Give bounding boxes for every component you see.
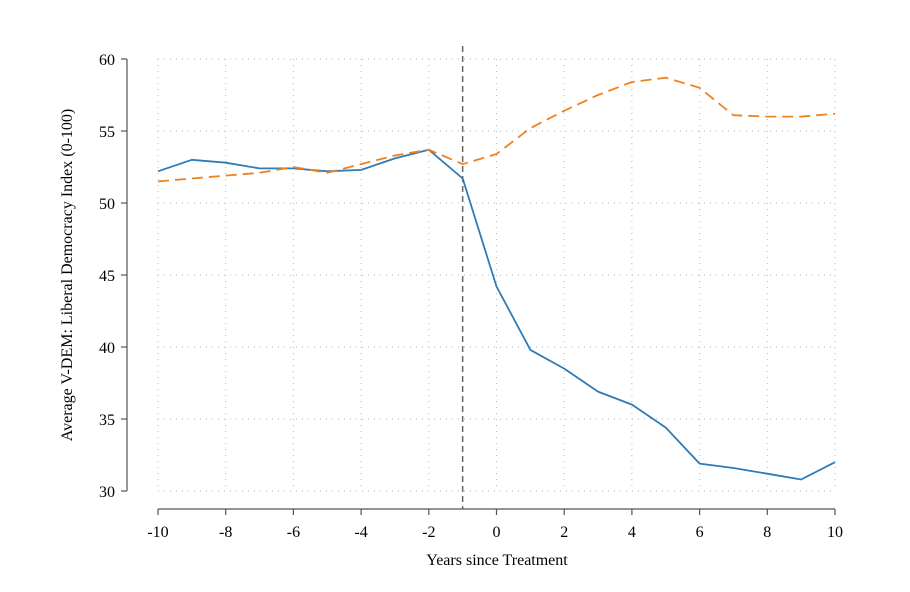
x-axis-title: Years since Treatment — [426, 552, 568, 569]
series-layer — [157, 76, 836, 481]
y-tick-label: 55 — [99, 124, 115, 141]
grid — [157, 58, 836, 492]
series-line-1-solid — [157, 148, 836, 481]
axes: 30 35 40 45 50 55 60 -10 -8 -6 -4 -2 0 2 4 6 8 10 — [99, 52, 843, 541]
y-tick-label: 50 — [99, 196, 115, 213]
x-tick-label: -4 — [354, 524, 367, 541]
y-tick-label: 40 — [99, 340, 115, 357]
x-tick-label: -6 — [287, 524, 300, 541]
x-tick-label: 8 — [763, 524, 771, 541]
y-tick-label: 60 — [99, 52, 115, 69]
x-tick-label: -2 — [422, 524, 435, 541]
x-tick-label: 6 — [696, 524, 704, 541]
x-tick-label: -10 — [147, 524, 168, 541]
x-tick-label: -8 — [219, 524, 232, 541]
y-tick-label: 35 — [99, 412, 115, 429]
y-tick-label: 30 — [99, 484, 115, 501]
x-tick-label: 2 — [560, 524, 568, 541]
y-tick-label: 45 — [99, 268, 115, 285]
x-tick-label: 4 — [628, 524, 636, 541]
x-tick-label: 0 — [493, 524, 501, 541]
x-tick-label: 10 — [827, 524, 843, 541]
y-axis-title: Average V-DEM: Liberal Democracy Index (… — [59, 109, 76, 441]
series-line-2-dashed — [157, 76, 836, 183]
